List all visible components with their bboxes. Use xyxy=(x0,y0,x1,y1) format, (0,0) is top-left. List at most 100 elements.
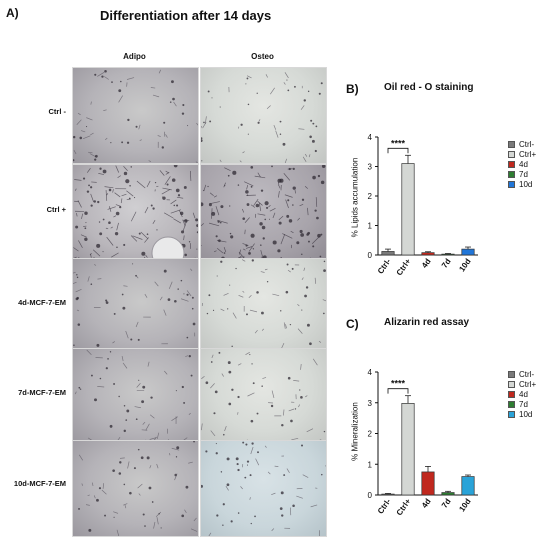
cell xyxy=(287,89,290,92)
cell xyxy=(291,267,294,270)
cell xyxy=(73,344,75,347)
legend-swatch xyxy=(508,401,515,408)
cell xyxy=(127,118,130,122)
cell xyxy=(189,170,192,181)
cell xyxy=(245,352,250,355)
cell xyxy=(228,370,232,374)
cell xyxy=(158,513,160,515)
cell xyxy=(283,474,286,476)
cell xyxy=(73,281,77,284)
cell xyxy=(212,309,215,311)
cell xyxy=(196,248,198,250)
cell xyxy=(90,283,93,286)
cell xyxy=(231,345,233,348)
cell xyxy=(287,376,291,380)
cell xyxy=(319,255,322,258)
cell xyxy=(301,277,304,281)
cell xyxy=(113,215,117,218)
cell xyxy=(244,217,250,223)
cell xyxy=(257,172,261,178)
cell xyxy=(138,124,141,130)
cell xyxy=(248,252,251,255)
cell xyxy=(302,156,307,162)
y-tick-label: 1 xyxy=(368,222,373,231)
legend-label: 4d xyxy=(519,160,528,169)
cell xyxy=(156,463,159,469)
cell xyxy=(101,75,104,78)
micrograph-osteo-4d xyxy=(200,258,327,355)
cell xyxy=(137,483,143,489)
cell xyxy=(109,351,112,353)
micrograph-osteo-7d xyxy=(200,348,327,445)
cell xyxy=(186,293,189,296)
cell xyxy=(304,185,309,189)
cell xyxy=(144,525,146,527)
cell xyxy=(142,385,146,389)
cell xyxy=(223,247,227,253)
cell xyxy=(261,225,266,230)
cell xyxy=(299,203,304,207)
cell xyxy=(173,101,177,107)
bubble xyxy=(151,236,185,260)
cell xyxy=(190,528,198,532)
cell xyxy=(119,206,122,209)
cell xyxy=(185,485,189,489)
cell xyxy=(306,428,314,433)
cell xyxy=(87,494,90,496)
cell xyxy=(227,174,230,177)
cell xyxy=(217,220,220,223)
cell xyxy=(251,363,253,365)
cell xyxy=(123,503,128,506)
cell xyxy=(170,199,177,205)
cell xyxy=(115,211,120,216)
cell xyxy=(165,170,170,174)
cell xyxy=(169,453,171,456)
cell xyxy=(115,165,120,173)
cell xyxy=(308,240,310,243)
cell xyxy=(93,200,97,203)
cell xyxy=(88,151,93,154)
cell xyxy=(321,473,323,476)
cell xyxy=(201,125,203,129)
cell xyxy=(176,204,179,207)
cell xyxy=(273,125,277,130)
x-tick-label: Ctrl+ xyxy=(395,257,413,278)
cell xyxy=(246,203,250,206)
cell xyxy=(141,251,146,256)
cell xyxy=(286,79,288,81)
cell xyxy=(250,233,255,238)
cell xyxy=(159,170,165,176)
cell xyxy=(75,225,79,229)
cell xyxy=(297,304,300,307)
cell xyxy=(116,246,118,248)
cell xyxy=(300,396,303,399)
cell xyxy=(73,135,76,139)
y-tick-label: 3 xyxy=(368,399,373,408)
cell xyxy=(156,229,158,231)
cell xyxy=(121,193,127,197)
cell xyxy=(102,218,105,221)
cell xyxy=(216,239,227,243)
cell xyxy=(307,207,309,216)
cell xyxy=(262,377,267,379)
bar-c-1 xyxy=(401,403,415,496)
cell xyxy=(256,412,259,415)
cell xyxy=(135,275,139,279)
cell xyxy=(240,486,243,490)
cell xyxy=(244,476,247,479)
cell xyxy=(116,222,119,231)
cell xyxy=(88,528,92,532)
cell xyxy=(122,306,126,310)
cell xyxy=(299,229,303,234)
cell xyxy=(74,188,77,191)
cell xyxy=(191,296,194,299)
cell xyxy=(105,301,109,304)
cell xyxy=(306,323,310,327)
cell xyxy=(111,81,113,83)
cell xyxy=(252,248,255,250)
cell xyxy=(251,259,254,262)
cell xyxy=(261,385,263,387)
cell xyxy=(294,85,296,88)
y-tick-label: 4 xyxy=(368,368,373,377)
cell xyxy=(132,235,143,240)
